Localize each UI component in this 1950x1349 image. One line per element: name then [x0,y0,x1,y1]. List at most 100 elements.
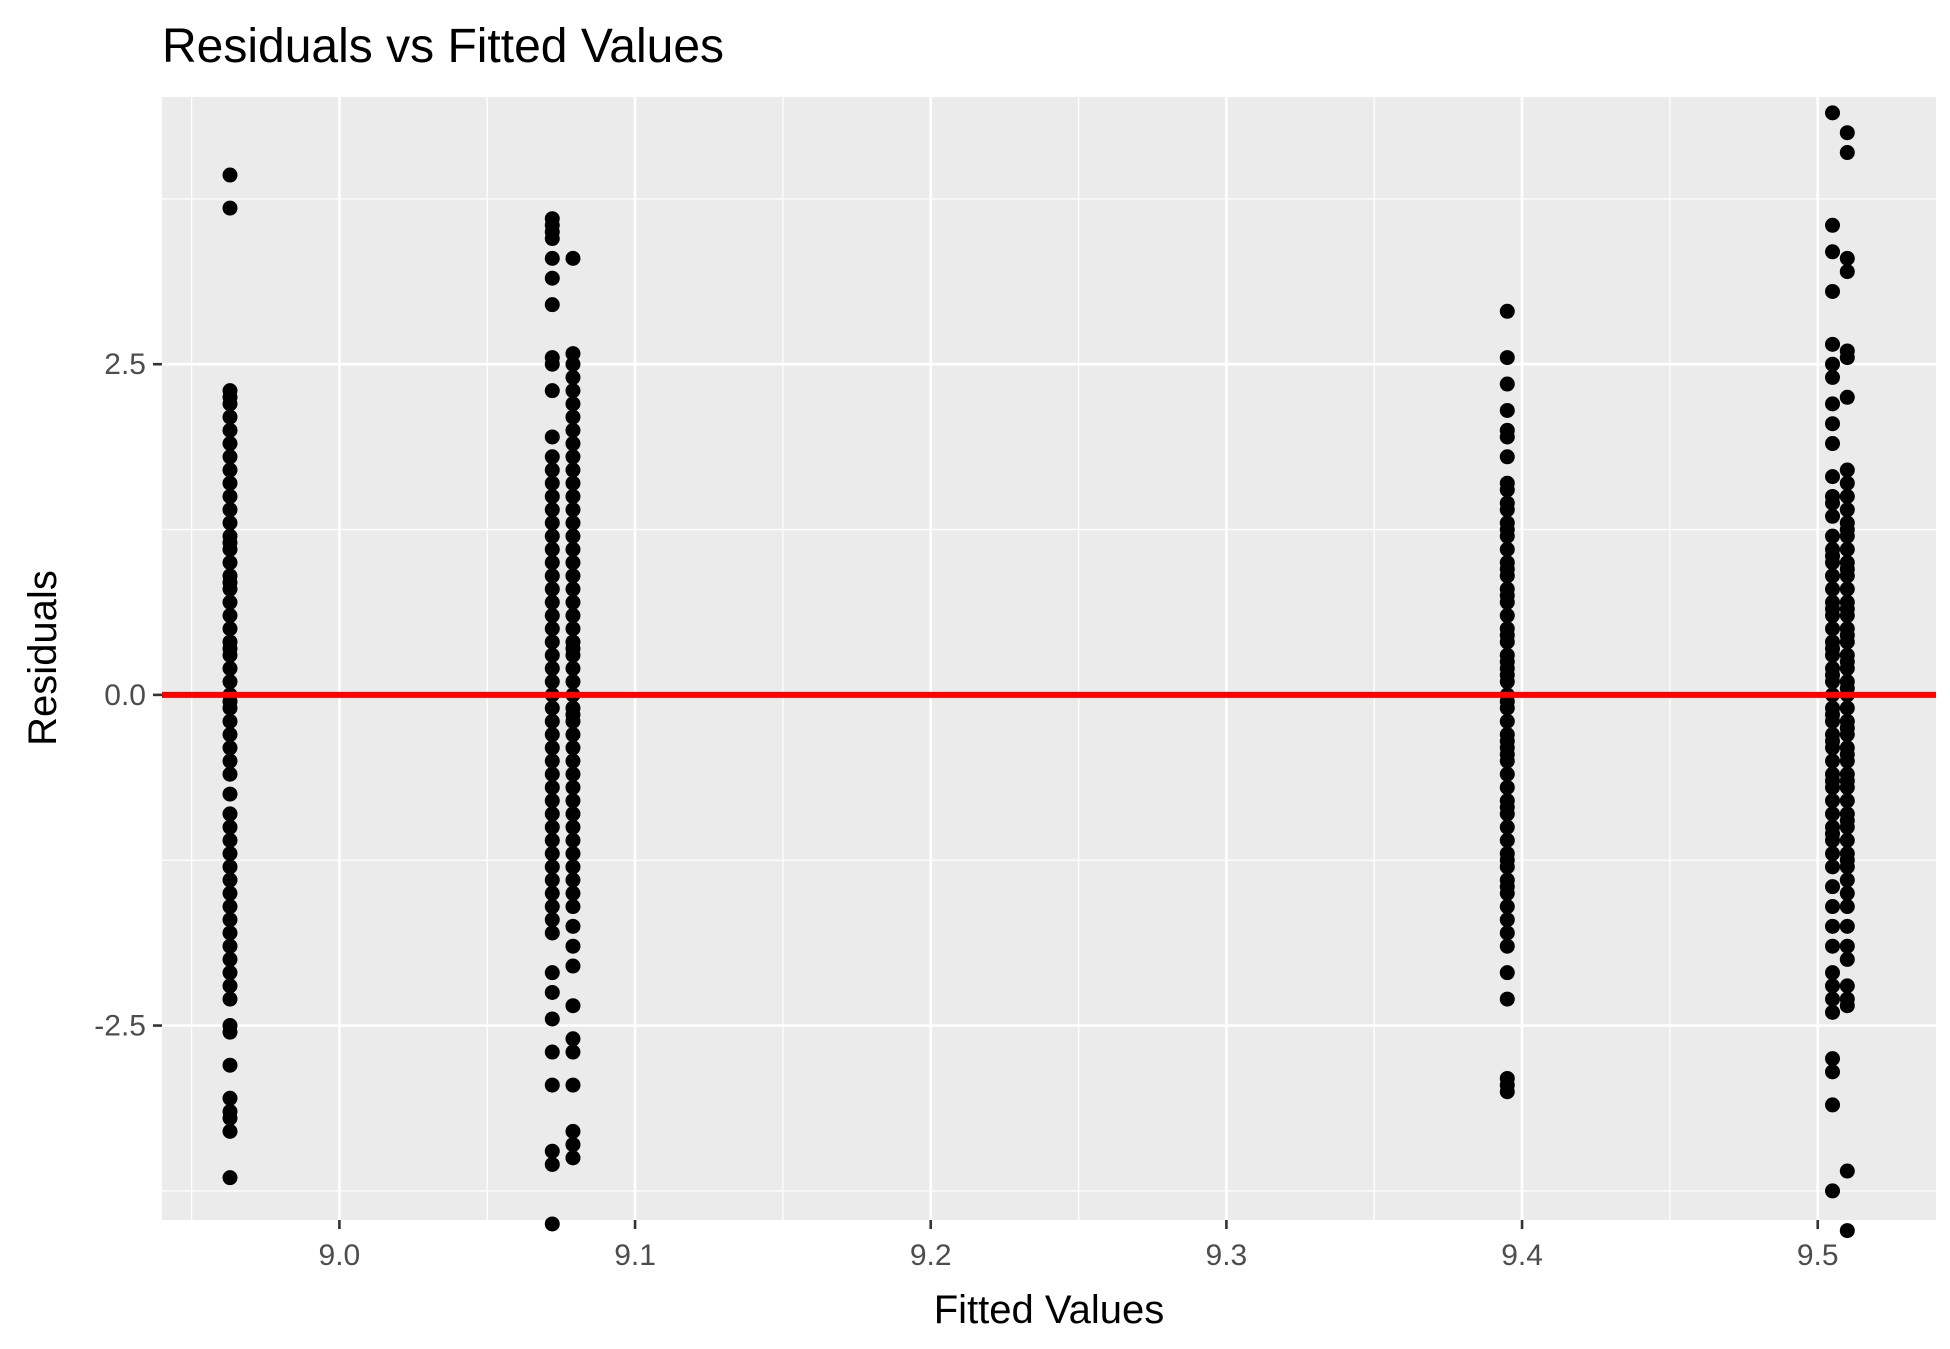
data-point [1499,879,1515,895]
data-point [222,1123,238,1139]
data-point [544,674,560,690]
data-point [1825,707,1841,723]
data-point [565,1150,581,1166]
data-point [222,727,238,743]
data-point [565,660,581,676]
data-point [544,859,560,875]
data-point [565,938,581,954]
data-point [1825,859,1841,875]
data-point [1825,641,1841,657]
data-point [565,707,581,723]
data-point [565,608,581,624]
data-point [565,383,581,399]
data-point [544,846,560,862]
data-point [1839,475,1855,491]
y-axis-title: Residuals [21,570,65,746]
data-point [1825,773,1841,789]
data-point [222,535,238,551]
data-point [1499,713,1515,729]
data-point [1499,561,1515,577]
data-point [222,660,238,676]
data-point [222,1110,238,1126]
y-tick-label: 0.0 [104,679,146,712]
data-point [1825,879,1841,895]
data-point [1499,938,1515,954]
data-point [544,1044,560,1060]
data-point [565,1077,581,1093]
data-point [565,885,581,901]
data-point [1499,541,1515,557]
data-point [222,608,238,624]
data-point [544,488,560,504]
data-point [1839,852,1855,868]
data-point [1499,588,1515,604]
data-points [222,105,1855,1239]
data-point [1839,720,1855,736]
data-point [544,621,560,637]
data-point [544,350,560,366]
data-point [222,1057,238,1073]
data-point [1499,482,1515,498]
data-point [222,389,238,405]
y-tick-labels: -2.5 0.0 2.5 [94,348,146,1042]
data-point [1839,488,1855,504]
data-point [565,958,581,974]
data-point [222,462,238,478]
x-tick-label: 9.4 [1501,1239,1543,1272]
data-point [565,475,581,491]
data-point [565,409,581,425]
data-point [222,740,238,756]
x-tick-label: 9.5 [1797,1239,1839,1272]
chart-title: Residuals vs Fitted Values [162,20,724,73]
data-point [1839,264,1855,280]
data-point [222,951,238,967]
data-point [1825,469,1841,485]
data-point [222,515,238,531]
data-point [222,978,238,994]
data-point [1839,899,1855,915]
data-point [1825,528,1841,544]
data-point [1825,1004,1841,1020]
data-point [222,641,238,657]
x-tick-label: 9.1 [614,1239,656,1272]
data-point [1825,244,1841,260]
data-point [1825,1064,1841,1080]
data-point [1839,918,1855,934]
data-point [1839,998,1855,1014]
data-point [1499,925,1515,941]
data-point [1499,627,1515,643]
data-point [1839,502,1855,518]
data-point [544,383,560,399]
data-point [565,462,581,478]
data-point [222,885,238,901]
data-point [1839,125,1855,141]
data-point [544,1011,560,1027]
data-point [544,270,560,286]
data-point [544,502,560,518]
data-point [1499,522,1515,538]
data-point [1825,336,1841,352]
data-point [544,1077,560,1093]
data-point [1839,145,1855,161]
data-point [544,462,560,478]
data-point [1839,462,1855,478]
data-point [1839,951,1855,967]
data-point [1825,369,1841,385]
data-point [544,541,560,557]
data-point [1839,832,1855,848]
data-point [544,912,560,928]
data-point [1839,813,1855,829]
data-point [565,515,581,531]
data-point [565,568,581,584]
data-point [565,502,581,518]
data-point [1839,773,1855,789]
data-point [565,436,581,452]
data-point [222,409,238,425]
data-point [1825,978,1841,994]
data-point [1499,667,1515,683]
data-point [222,991,238,1007]
data-point [222,912,238,928]
data-point [222,786,238,802]
data-point [1839,581,1855,597]
data-point [222,674,238,690]
